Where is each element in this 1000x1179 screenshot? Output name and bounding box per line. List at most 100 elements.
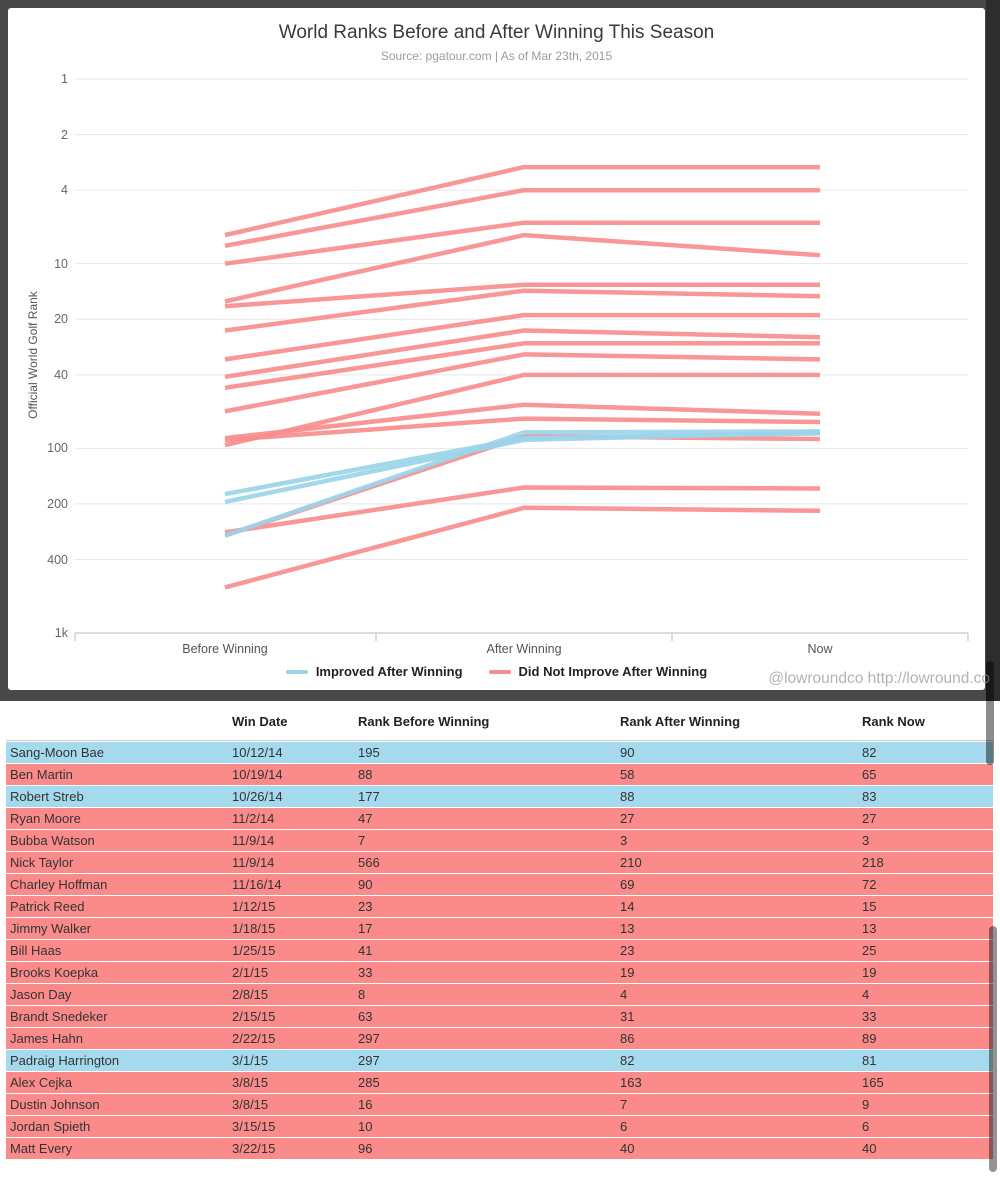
rank-now-cell: 4 xyxy=(862,987,870,1002)
y-tick-label: 200 xyxy=(47,496,68,511)
legend-item[interactable]: Improved After Winning xyxy=(285,664,463,679)
rank-now-cell: 83 xyxy=(862,789,877,804)
table-row[interactable]: Robert Streb 10/26/14 177 88 83 xyxy=(6,786,993,807)
chart-line[interactable] xyxy=(224,429,821,538)
table-header-cell: Rank Before Winning xyxy=(358,714,490,729)
chart-line[interactable] xyxy=(224,430,821,505)
player-name-cell: Bill Haas xyxy=(10,943,62,958)
table-row[interactable]: Jordan Spieth 3/15/15 10 6 6 xyxy=(6,1116,993,1137)
rank-now-cell: 89 xyxy=(862,1031,877,1046)
rank-after-cell: 210 xyxy=(620,855,642,870)
rank-after-cell: 69 xyxy=(620,877,635,892)
chart-line[interactable] xyxy=(224,402,821,441)
rank-now-cell: 82 xyxy=(862,745,877,760)
rank-after-cell: 6 xyxy=(620,1119,628,1134)
win-date-cell: 11/2/14 xyxy=(232,811,275,826)
chart-line[interactable] xyxy=(224,164,820,238)
player-name-cell: Jason Day xyxy=(10,987,72,1002)
rank-after-cell: 14 xyxy=(620,899,635,914)
table-body: Sang-Moon Bae 10/12/14 195 90 82 Ben Martin 10… xyxy=(0,742,1000,1159)
chart-line[interactable] xyxy=(224,416,821,443)
table-row[interactable]: James Hahn 2/22/15 297 86 89 xyxy=(6,1028,993,1049)
rank-after-cell: 31 xyxy=(620,1009,635,1024)
rank-now-cell: 3 xyxy=(862,833,870,848)
table-scrollbar-thumb[interactable] xyxy=(989,926,997,1172)
player-name-cell: Padraig Harrington xyxy=(10,1053,120,1068)
win-date-cell: 11/16/14 xyxy=(232,877,282,892)
player-name-cell: Brandt Snedeker xyxy=(10,1009,108,1024)
table-row[interactable]: Patrick Reed 1/12/15 23 14 15 xyxy=(6,896,993,917)
chart-line[interactable] xyxy=(224,505,821,590)
y-tick-label: 4 xyxy=(61,183,68,198)
rank-after-cell: 3 xyxy=(620,833,628,848)
table-row[interactable]: Charley Hoffman 11/16/14 90 69 72 xyxy=(6,874,993,895)
player-name-cell: Ben Martin xyxy=(10,767,73,782)
x-axis-label: After Winning xyxy=(486,642,562,656)
win-date-cell: 3/22/15 xyxy=(232,1141,276,1156)
rank-now-cell: 165 xyxy=(862,1075,884,1090)
table-header-cell: Win Date xyxy=(232,714,288,729)
chart-card: World Ranks Before and After Winning Thi… xyxy=(8,8,990,690)
chart-line[interactable] xyxy=(224,187,820,249)
player-name-cell: Matt Every xyxy=(10,1141,73,1156)
watermark-link[interactable]: @lowroundco http://lowround.co xyxy=(768,670,990,687)
rank-before-cell: 297 xyxy=(358,1031,380,1046)
rank-after-cell: 19 xyxy=(620,965,635,980)
chart-line[interactable] xyxy=(224,328,821,380)
chart-line[interactable] xyxy=(224,352,821,414)
legend-label: Improved After Winning xyxy=(315,664,463,679)
rank-before-cell: 566 xyxy=(358,855,380,870)
table-row[interactable]: Jason Day 2/8/15 8 4 4 xyxy=(6,984,993,1005)
rank-before-cell: 41 xyxy=(358,943,373,958)
chart-line[interactable] xyxy=(224,220,820,266)
table-header-cell: Rank After Winning xyxy=(620,714,741,729)
table-row[interactable]: Jimmy Walker 1/18/15 17 13 13 xyxy=(6,918,993,939)
y-tick-label: 100 xyxy=(47,441,68,456)
rank-before-cell: 47 xyxy=(358,811,373,826)
rank-before-cell: 177 xyxy=(358,789,380,804)
rank-before-cell: 17 xyxy=(358,921,373,936)
chart-line[interactable] xyxy=(224,431,821,497)
table-row[interactable]: Ben Martin 10/19/14 88 58 65 xyxy=(6,764,993,785)
y-tick-label: 20 xyxy=(54,312,68,327)
chart-legend: Improved After Winning Did Not Improve Af… xyxy=(8,664,985,679)
y-tick-label: 400 xyxy=(47,552,68,567)
rank-before-cell: 90 xyxy=(358,877,373,892)
table-row[interactable]: Bill Haas 1/25/15 41 23 25 xyxy=(6,940,993,961)
table-row[interactable]: Sang-Moon Bae 10/12/14 195 90 82 xyxy=(6,742,993,763)
chart-line[interactable] xyxy=(224,288,821,333)
rank-now-cell: 9 xyxy=(862,1097,870,1112)
table-row[interactable]: Brandt Snedeker 2/15/15 63 31 33 xyxy=(6,1006,993,1027)
chart-line[interactable] xyxy=(224,485,821,535)
legend-swatch-icon xyxy=(488,669,511,674)
page-scrollbar-thumb[interactable] xyxy=(986,661,994,765)
rank-after-cell: 4 xyxy=(620,987,628,1002)
chart-line[interactable] xyxy=(224,232,821,304)
win-date-cell: 1/12/15 xyxy=(232,899,276,914)
player-name-cell: Nick Taylor xyxy=(10,855,74,870)
table-row[interactable]: Ryan Moore 11/2/14 47 27 27 xyxy=(6,808,993,829)
rank-after-cell: 88 xyxy=(620,789,635,804)
rank-after-cell: 86 xyxy=(620,1031,635,1046)
rank-after-cell: 13 xyxy=(620,921,635,936)
rank-after-cell: 40 xyxy=(620,1141,635,1156)
table-row[interactable]: Alex Cejka 3/8/15 285 163 165 xyxy=(6,1072,993,1093)
page-scrollbar-track[interactable] xyxy=(986,0,1000,701)
chart-line[interactable] xyxy=(224,312,820,362)
player-name-cell: Robert Streb xyxy=(10,789,84,804)
legend-item[interactable]: Did Not Improve After Winning xyxy=(488,664,707,679)
table-row[interactable]: Dustin Johnson 3/8/15 16 7 9 xyxy=(6,1094,993,1115)
chart-line[interactable] xyxy=(224,341,820,391)
chart-line[interactable] xyxy=(224,372,820,448)
chart-line[interactable] xyxy=(224,282,820,309)
table-row[interactable]: Matt Every 3/22/15 96 40 40 xyxy=(6,1138,993,1159)
table-row[interactable]: Brooks Koepka 2/1/15 33 19 19 xyxy=(6,962,993,983)
win-date-cell: 3/8/15 xyxy=(232,1097,269,1112)
win-date-cell: 3/15/15 xyxy=(232,1119,276,1134)
table-row[interactable]: Padraig Harrington 3/1/15 297 82 81 xyxy=(6,1050,993,1071)
chart-frame: World Ranks Before and After Winning Thi… xyxy=(0,0,1000,701)
rank-before-cell: 16 xyxy=(358,1097,373,1112)
table-row[interactable]: Bubba Watson 11/9/14 7 3 3 xyxy=(6,830,993,851)
table-row[interactable]: Nick Taylor 11/9/14 566 210 218 xyxy=(6,852,993,873)
chart-plot xyxy=(74,78,969,642)
